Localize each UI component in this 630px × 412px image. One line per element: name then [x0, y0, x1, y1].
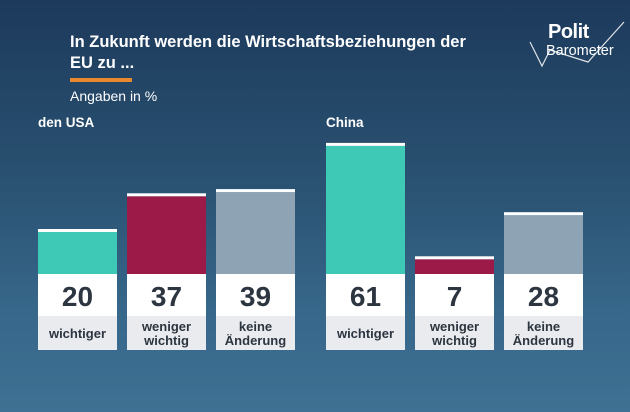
- value-label-usa-2: 37: [151, 281, 182, 312]
- bar-usa-3: [216, 192, 295, 274]
- category-label-china-1: wichtiger: [336, 326, 394, 341]
- politbarometer-logo: Polit Barometer: [528, 20, 626, 72]
- category-box-usa-3: [216, 316, 295, 350]
- category-label-usa-1: wichtiger: [48, 326, 106, 341]
- value-box-usa-2: [127, 274, 206, 316]
- logo-text-bottom: Barometer: [546, 43, 614, 59]
- bar-usa-2: [127, 196, 206, 274]
- title-accent-line: [70, 78, 132, 82]
- category-label-usa-3: keine Änderung: [225, 319, 286, 348]
- bar-cap-usa-2: [127, 193, 206, 197]
- value-box-china-2: [415, 274, 494, 316]
- value-box-china-1: [326, 274, 405, 316]
- value-label-china-3: 28: [528, 281, 559, 312]
- bar-cap-usa-1: [38, 229, 117, 232]
- category-box-china-1: [326, 316, 405, 350]
- category-box-usa-1: [38, 316, 117, 350]
- logo-text-top: Polit: [548, 21, 589, 43]
- bar-cap-china-1: [326, 142, 405, 146]
- value-label-china-1: 61: [350, 281, 381, 312]
- category-label-usa-2: weniger wichtig: [141, 319, 191, 348]
- category-box-china-2: [415, 316, 494, 350]
- group-label-china: China: [326, 115, 364, 130]
- value-box-china-3: [504, 274, 583, 316]
- value-label-usa-1: 20: [62, 281, 93, 312]
- value-box-usa-3: [216, 274, 295, 316]
- category-label-china-2: weniger wichtig: [429, 319, 479, 348]
- chart-title: In Zukunft werden die Wirtschaftsbeziehu…: [70, 33, 466, 72]
- value-box-usa-1: [38, 274, 117, 316]
- category-box-china-3: [504, 316, 583, 350]
- chart-subtitle: Angaben in %: [70, 88, 158, 104]
- logo-check-icon: [529, 21, 625, 68]
- bar-usa-1: [38, 232, 117, 274]
- bar-cap-china-2: [415, 256, 494, 260]
- bar-cap-usa-3: [216, 189, 295, 193]
- group-label-usa: den USA: [38, 115, 95, 130]
- category-box-usa-2: [127, 316, 206, 350]
- bar-china-2: [415, 259, 494, 274]
- bar-china-3: [504, 215, 583, 274]
- value-label-china-2: 7: [447, 281, 463, 312]
- bar-china-1: [326, 145, 405, 274]
- bar-cap-china-3: [504, 212, 583, 216]
- category-label-china-3: keine Änderung: [513, 319, 574, 348]
- value-label-usa-3: 39: [240, 281, 271, 312]
